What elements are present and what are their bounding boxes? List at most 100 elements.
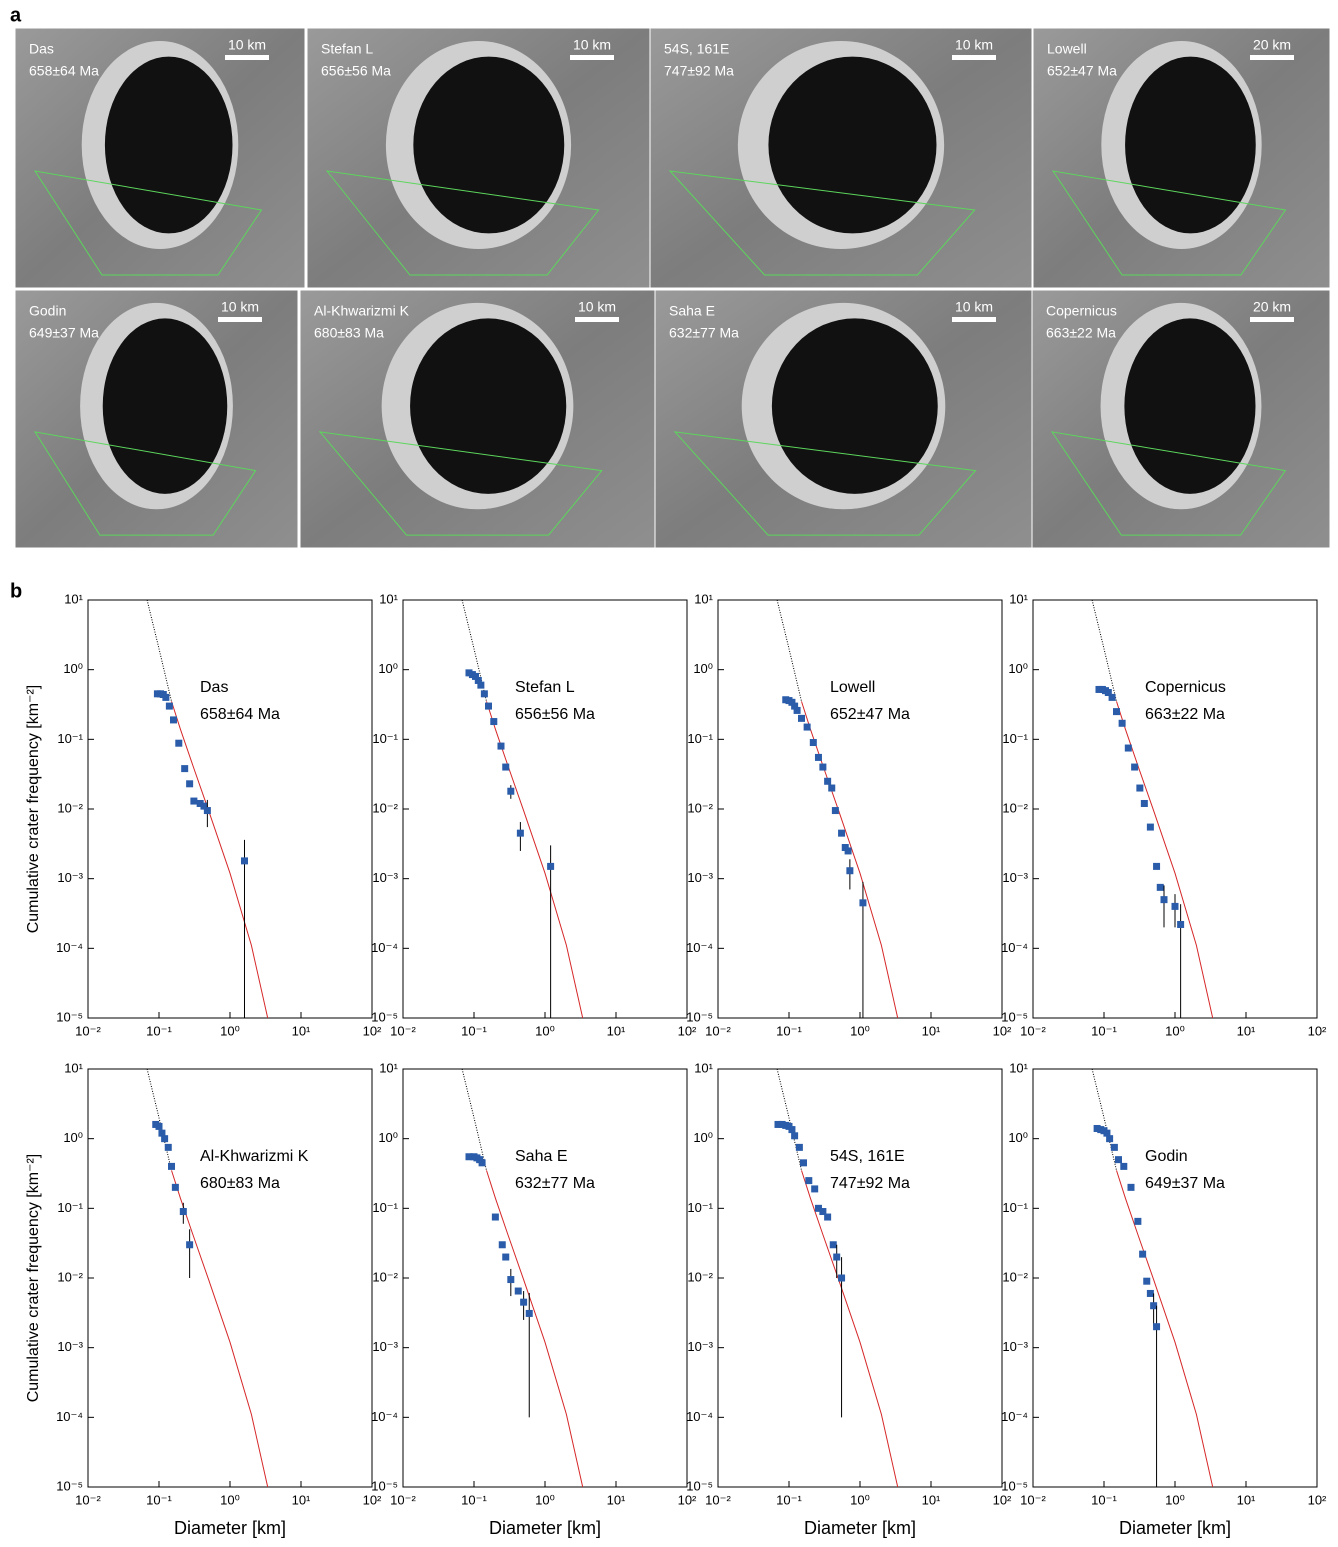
- data-point: [810, 739, 817, 746]
- x-tick-label: 10²: [1308, 1023, 1327, 1038]
- x-tick-label: 10²: [678, 1023, 697, 1038]
- chart-title: Das: [200, 679, 228, 696]
- x-tick-label: 10⁻¹: [776, 1023, 802, 1038]
- data-point: [796, 1144, 803, 1151]
- crater-shadow: [410, 318, 566, 493]
- data-point: [804, 724, 811, 731]
- chart-title: Godin: [1145, 1148, 1188, 1165]
- crater-shadow: [1124, 318, 1255, 493]
- y-tick-label: 10⁰: [1008, 1130, 1028, 1145]
- y-tick-label: 10⁻³: [372, 1339, 398, 1354]
- image-name: Stefan L: [321, 41, 373, 57]
- x-axis-label: Diameter [km]: [1119, 1518, 1231, 1538]
- scale-label: 20 km: [1253, 37, 1291, 53]
- data-point: [838, 1275, 845, 1282]
- x-tick-label: 10⁻²: [75, 1023, 101, 1038]
- chart-subtitle: 652±47 Ma: [830, 706, 910, 723]
- data-point: [520, 1299, 527, 1306]
- data-point: [477, 682, 484, 689]
- plot-frame: [718, 1069, 1002, 1487]
- data-point: [1120, 1163, 1127, 1170]
- data-point: [502, 764, 509, 771]
- plot-frame: [88, 600, 372, 1018]
- data-point: [838, 830, 845, 837]
- image-age: 747±92 Ma: [664, 63, 734, 79]
- y-axis-label: Cumulative crater frequency [km⁻²]: [25, 685, 42, 934]
- x-tick-label: 10⁰: [535, 1492, 555, 1507]
- x-axis-label: Diameter [km]: [804, 1518, 916, 1538]
- image-age: 658±64 Ma: [29, 63, 99, 79]
- data-point: [811, 1185, 818, 1192]
- data-point: [526, 1310, 533, 1317]
- chart-title: Stefan L: [515, 679, 575, 696]
- panel-label: a: [10, 4, 22, 26]
- data-point: [168, 1163, 175, 1170]
- x-tick-label: 10⁻²: [75, 1492, 101, 1507]
- image-age: 632±77 Ma: [669, 325, 739, 341]
- x-tick-label: 10⁻¹: [776, 1492, 802, 1507]
- y-tick-label: 10⁻⁵: [686, 1478, 713, 1493]
- y-tick-label: 10⁻⁵: [56, 1478, 83, 1493]
- chart-title: Saha E: [515, 1148, 567, 1165]
- chart-subtitle: 656±56 Ma: [515, 706, 595, 723]
- x-tick-label: 10¹: [292, 1023, 311, 1038]
- x-tick-label: 10⁻²: [705, 1023, 731, 1038]
- plot-frame: [1033, 1069, 1317, 1487]
- chart-subtitle: 649±37 Ma: [1145, 1175, 1225, 1192]
- fit-line: [1117, 1170, 1213, 1487]
- image-age: 656±56 Ma: [321, 63, 391, 79]
- x-tick-label: 10²: [993, 1023, 1012, 1038]
- extrapolation-line: [147, 600, 171, 701]
- data-point: [492, 1214, 499, 1221]
- y-tick-label: 10⁰: [378, 661, 398, 676]
- plot-frame: [403, 600, 687, 1018]
- plot-frame: [718, 600, 1002, 1018]
- y-tick-label: 10⁻⁴: [56, 940, 83, 955]
- y-tick-label: 10¹: [379, 1060, 398, 1075]
- image-name: Copernicus: [1046, 303, 1117, 319]
- fit-line: [487, 1170, 583, 1487]
- extrapolation-line: [777, 600, 801, 701]
- data-point: [241, 857, 248, 864]
- y-tick-label: 10¹: [64, 1060, 83, 1075]
- x-tick-label: 10²: [1308, 1492, 1327, 1507]
- data-point: [1139, 1251, 1146, 1258]
- y-tick-label: 10⁻¹: [57, 731, 83, 746]
- extrapolation-line: [147, 1069, 171, 1170]
- data-point: [1177, 921, 1184, 928]
- data-point: [507, 1276, 514, 1283]
- data-point: [1131, 764, 1138, 771]
- x-tick-label: 10⁻¹: [146, 1492, 172, 1507]
- x-tick-label: 10⁻¹: [461, 1492, 487, 1507]
- data-point: [161, 1135, 168, 1142]
- data-point: [1147, 1290, 1154, 1297]
- data-point: [166, 703, 173, 710]
- y-tick-label: 10⁻¹: [687, 1200, 713, 1215]
- image-name: Das: [29, 41, 54, 57]
- data-point: [1109, 694, 1116, 701]
- chart-title: 54S, 161E: [830, 1148, 905, 1165]
- chart-subtitle: 747±92 Ma: [830, 1175, 910, 1192]
- data-point: [499, 1241, 506, 1248]
- data-point: [1111, 1144, 1118, 1151]
- y-tick-label: 10¹: [694, 591, 713, 606]
- x-tick-label: 10⁰: [220, 1023, 240, 1038]
- y-tick-label: 10⁻⁵: [56, 1009, 83, 1024]
- scale-bar: [1250, 317, 1294, 322]
- data-point: [181, 765, 188, 772]
- y-tick-label: 10⁻⁴: [686, 1409, 713, 1424]
- data-point: [800, 1159, 807, 1166]
- y-tick-label: 10⁻³: [372, 870, 398, 885]
- x-tick-label: 10⁻²: [1020, 1023, 1046, 1038]
- y-tick-label: 10⁻³: [1002, 1339, 1028, 1354]
- data-point: [819, 764, 826, 771]
- y-tick-label: 10⁻²: [57, 1269, 83, 1284]
- scale-bar: [570, 55, 614, 60]
- y-tick-label: 10⁻⁴: [371, 940, 398, 955]
- y-tick-label: 10¹: [64, 591, 83, 606]
- y-tick-label: 10⁻²: [372, 800, 398, 815]
- x-tick-label: 10²: [363, 1492, 382, 1507]
- y-tick-label: 10¹: [1009, 1060, 1028, 1075]
- data-point: [481, 690, 488, 697]
- x-tick-label: 10¹: [292, 1492, 311, 1507]
